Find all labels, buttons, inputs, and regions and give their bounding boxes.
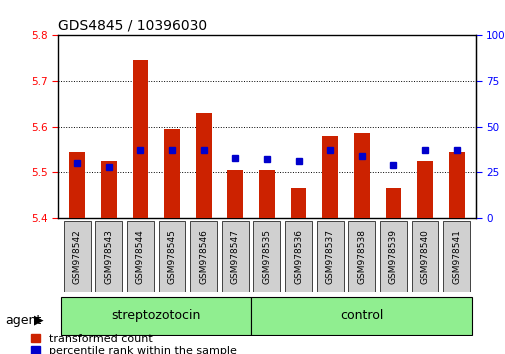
Text: GDS4845 / 10396030: GDS4845 / 10396030: [58, 19, 207, 33]
Text: streptozotocin: streptozotocin: [111, 309, 200, 322]
Text: GSM978546: GSM978546: [199, 229, 208, 284]
Text: GSM978542: GSM978542: [73, 229, 81, 284]
Text: GSM978537: GSM978537: [325, 229, 334, 284]
FancyBboxPatch shape: [221, 222, 248, 292]
FancyBboxPatch shape: [347, 222, 375, 292]
Bar: [290, 188, 306, 218]
FancyBboxPatch shape: [127, 222, 154, 292]
FancyBboxPatch shape: [316, 222, 343, 292]
Text: GSM978545: GSM978545: [167, 229, 176, 284]
Bar: [195, 113, 211, 218]
FancyBboxPatch shape: [379, 222, 406, 292]
FancyBboxPatch shape: [61, 297, 250, 335]
Legend: transformed count, percentile rank within the sample: transformed count, percentile rank withi…: [31, 334, 236, 354]
FancyBboxPatch shape: [284, 222, 312, 292]
Text: GSM978540: GSM978540: [420, 229, 429, 284]
FancyBboxPatch shape: [250, 297, 472, 335]
Text: GSM978539: GSM978539: [388, 229, 397, 284]
FancyBboxPatch shape: [253, 222, 280, 292]
Bar: [416, 161, 432, 218]
Text: ▶: ▶: [34, 314, 44, 327]
FancyBboxPatch shape: [95, 222, 122, 292]
Text: GSM978535: GSM978535: [262, 229, 271, 284]
Text: GSM978541: GSM978541: [451, 229, 460, 284]
Text: control: control: [339, 309, 383, 322]
FancyBboxPatch shape: [158, 222, 185, 292]
FancyBboxPatch shape: [411, 222, 438, 292]
Bar: [69, 152, 85, 218]
Text: GSM978536: GSM978536: [293, 229, 302, 284]
Bar: [132, 61, 148, 218]
Text: GSM978538: GSM978538: [357, 229, 366, 284]
Text: GSM978543: GSM978543: [104, 229, 113, 284]
FancyBboxPatch shape: [64, 222, 90, 292]
Bar: [164, 129, 180, 218]
Bar: [259, 170, 274, 218]
Bar: [385, 188, 400, 218]
FancyBboxPatch shape: [442, 222, 469, 292]
Bar: [322, 136, 337, 218]
Text: agent: agent: [5, 314, 41, 327]
Bar: [100, 161, 117, 218]
Bar: [353, 133, 369, 218]
Text: GSM978547: GSM978547: [230, 229, 239, 284]
Bar: [227, 170, 243, 218]
Text: GSM978544: GSM978544: [136, 229, 144, 284]
FancyBboxPatch shape: [190, 222, 217, 292]
Bar: [448, 152, 464, 218]
